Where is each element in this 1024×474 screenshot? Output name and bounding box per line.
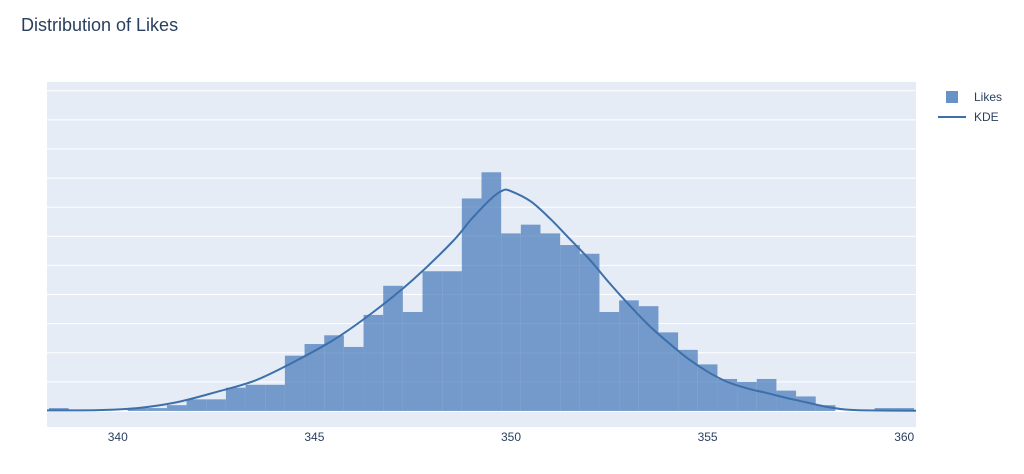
histogram-bar[interactable]	[206, 399, 226, 411]
histogram-bar[interactable]	[265, 384, 285, 411]
legend-label-kde[interactable]: KDE	[974, 110, 999, 124]
legend-swatch-likes[interactable]	[946, 91, 958, 103]
legend-label-likes[interactable]: Likes	[974, 90, 1002, 104]
histogram-bar[interactable]	[874, 408, 895, 411]
histogram-bar[interactable]	[894, 408, 915, 411]
histogram-bar[interactable]	[776, 390, 797, 411]
x-tick-label: 345	[304, 430, 324, 444]
chart-title: Distribution of Likes	[21, 15, 179, 35]
histogram-bar[interactable]	[520, 224, 541, 411]
x-tick-label: 350	[501, 430, 521, 444]
histogram-bar[interactable]	[501, 233, 521, 411]
histogram-bar[interactable]	[599, 312, 620, 411]
histogram-bar[interactable]	[324, 335, 344, 411]
histogram-bar[interactable]	[442, 271, 462, 411]
histogram-bar[interactable]	[245, 384, 266, 411]
histogram-bar[interactable]	[225, 387, 246, 411]
legend: Likes KDE	[938, 90, 1002, 124]
histogram-bar[interactable]	[579, 253, 600, 411]
histogram-bars	[48, 172, 915, 411]
x-tick-label: 355	[698, 430, 718, 444]
kde-line	[46, 188, 917, 412]
histogram-bar[interactable]	[658, 332, 679, 411]
histogram-bar[interactable]	[383, 285, 403, 411]
x-axis-ticks: 340 345 350 355 360	[108, 430, 915, 444]
histogram-bar[interactable]	[343, 346, 364, 411]
histogram-bar[interactable]	[678, 349, 698, 411]
histogram-bar[interactable]	[540, 233, 561, 411]
histogram-bar[interactable]	[481, 172, 502, 411]
histogram-bar[interactable]	[638, 306, 659, 411]
histogram-bar[interactable]	[796, 396, 816, 411]
histogram-bar[interactable]	[461, 198, 482, 411]
histogram-bar[interactable]	[422, 271, 443, 411]
histogram-bar[interactable]	[756, 378, 777, 411]
histogram-bar[interactable]	[166, 405, 187, 411]
histogram-bar[interactable]	[304, 344, 325, 411]
x-tick-label: 360	[894, 430, 914, 444]
histogram-bar[interactable]	[717, 378, 738, 411]
histogram-bar[interactable]	[147, 408, 167, 411]
histogram-bar[interactable]	[619, 300, 639, 411]
histogram-bar[interactable]	[186, 399, 207, 411]
histogram-bar[interactable]	[363, 314, 384, 411]
histogram-bar[interactable]	[284, 355, 305, 411]
histogram-bar[interactable]	[697, 364, 718, 411]
histogram-bar[interactable]	[815, 405, 836, 411]
x-tick-label: 340	[108, 430, 128, 444]
histogram-bar[interactable]	[560, 245, 580, 411]
histogram-bar[interactable]	[402, 312, 423, 411]
histogram-bar[interactable]	[127, 408, 148, 411]
